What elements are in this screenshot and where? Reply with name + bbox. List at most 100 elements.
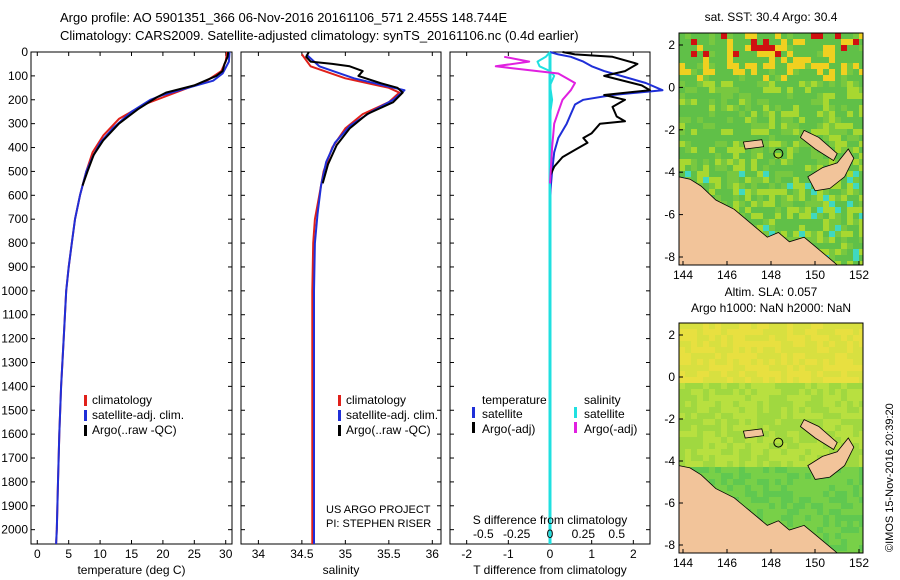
map-cell [835,231,841,237]
map-cell [769,201,775,207]
map-cell [817,491,823,497]
map-cell [781,81,787,87]
map-cell [775,425,781,431]
map-cell [859,497,863,503]
map-cell [817,231,823,237]
map-cell [835,39,841,45]
s-tick-label: 0.25 [572,527,596,541]
diff-legend-swatch [472,407,475,418]
map-cell [685,359,691,365]
map-cell [787,45,793,51]
map-cell [763,353,769,359]
map-cell [811,69,817,75]
map-cell [775,395,781,401]
map-cell [859,437,863,443]
map-cell [745,329,751,335]
map-cell [727,147,733,153]
map-cell [799,413,805,419]
map-cell [817,383,823,389]
map-cell [847,389,853,395]
map-cell [775,353,781,359]
map-cell [739,63,745,69]
map-cell [691,359,697,365]
diff-legend-t-argo: Argo(-adj) [482,422,535,436]
map-cell [733,425,739,431]
map-cell [721,33,727,39]
map-cell [823,63,829,69]
map-cell [859,485,863,491]
map-cell [751,33,757,39]
map-cell [793,123,799,129]
map-cell [829,195,835,201]
map-cell [757,365,763,371]
map-cell [709,75,715,81]
map-cell [817,413,823,419]
map-cell [799,515,805,521]
map-cell [829,383,835,389]
map-cell [709,147,715,153]
map-cell [847,195,853,201]
map-cell [751,359,757,365]
map-cell [859,401,863,407]
map-cell [811,377,817,383]
map-cell [841,213,847,219]
map-cell [829,347,835,353]
map-cell [793,467,799,473]
map-cell [721,75,727,81]
map-cell [835,51,841,57]
map-cell [817,213,823,219]
y-tick-label: 1100 [2,308,28,322]
map-cell [769,341,775,347]
map-cell [793,323,799,329]
map-cell [691,159,697,165]
map-cell [679,99,685,105]
map-subtitle-sla: Argo h1000: NaN h2000: NaN [691,301,851,315]
map-cell [721,111,727,117]
map-cell [835,225,841,231]
map-cell [721,177,727,183]
y-tick-label: 400 [8,141,28,155]
map-cell [817,371,823,377]
map-cell [769,75,775,81]
map-cell [817,195,823,201]
map-cell [823,347,829,353]
map-cell [721,195,727,201]
map-cell [685,395,691,401]
map-cell [793,503,799,509]
map-cell [757,81,763,87]
x-tick-label-temperature: 30 [219,547,233,561]
map-cell [829,329,835,335]
sal-legend-label: satellite-adj. clim. [346,408,438,422]
map-cell [805,117,811,123]
map-cell [847,461,853,467]
map-cell [823,117,829,123]
map-cell [787,449,793,455]
map-cell [781,419,787,425]
map-cell [709,479,715,485]
map-cell [781,135,787,141]
map-cell [799,51,805,57]
map-cell [847,509,853,515]
map-cell [835,45,841,51]
map-cell [703,383,709,389]
map-cell [679,135,685,141]
x-tick-label-temperature: 25 [188,547,202,561]
map-cell [775,75,781,81]
map-cell [757,407,763,413]
map-cell [781,33,787,39]
map-cell [757,401,763,407]
map-cell [757,335,763,341]
map-cell [757,135,763,141]
map-cell [751,389,757,395]
map-cell [709,87,715,93]
map-cell [823,353,829,359]
map-cell [829,75,835,81]
map-cell [763,189,769,195]
map-cell [769,503,775,509]
map-cell [841,329,847,335]
map-cell [703,117,709,123]
map-cell [709,105,715,111]
map-cell [721,329,727,335]
map-cell [853,165,859,171]
map-cell [823,377,829,383]
